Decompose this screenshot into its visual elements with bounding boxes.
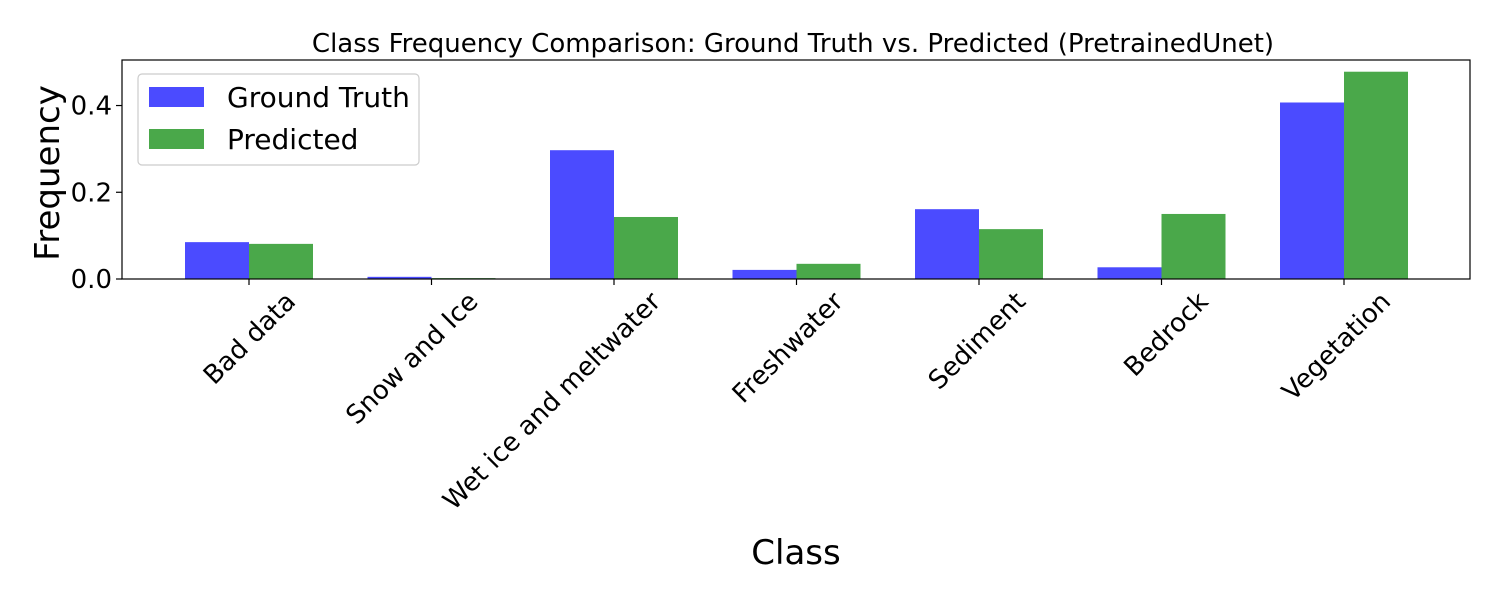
y-tick-label: 0.2: [71, 178, 112, 208]
x-tick-label: Sediment: [923, 287, 1032, 396]
legend-box: [137, 73, 420, 166]
x-tick-label: Freshwater: [727, 287, 850, 410]
y-tick-label: 0.0: [71, 265, 112, 295]
x-axis-label: Class: [751, 533, 840, 573]
y-axis-ticks: 0.0 0.2 0.4: [71, 92, 122, 295]
bar-predicted-0: [249, 243, 313, 279]
chart-title: Class Frequency Comparison: Ground Truth…: [312, 29, 1274, 59]
legend-swatch-ground-truth: [149, 87, 204, 107]
bar-predicted-4: [979, 229, 1043, 279]
x-tick-label: Bad data: [198, 287, 302, 391]
bar-predicted-6: [1344, 71, 1408, 279]
bar-ground-truth-5: [1097, 267, 1162, 279]
y-axis-label: Frequency: [28, 85, 68, 261]
y-tick-label: 0.4: [71, 92, 112, 122]
x-tick-label: Bedrock: [1118, 287, 1214, 383]
x-tick-label: Snow and Ice: [341, 287, 485, 431]
bar-ground-truth-2: [550, 150, 614, 279]
bar-predicted-5: [1161, 213, 1226, 279]
x-tick-label: Vegetation: [1277, 287, 1397, 407]
legend-label-predicted: Predicted: [227, 123, 358, 156]
x-tick-label: Wet ice and meltwater: [438, 287, 668, 517]
legend: Ground Truth Predicted: [137, 73, 420, 166]
bars: [185, 71, 1408, 279]
bar-predicted-2: [614, 216, 678, 279]
bar-ground-truth-6: [1280, 102, 1344, 279]
bar-ground-truth-1: [367, 276, 432, 279]
bar-predicted-3: [796, 263, 861, 279]
legend-label-ground-truth: Ground Truth: [227, 81, 410, 114]
legend-swatch-predicted: [149, 129, 204, 149]
bar-ground-truth-4: [915, 209, 979, 279]
bar-ground-truth-0: [185, 242, 249, 279]
bar-ground-truth-3: [732, 269, 797, 279]
